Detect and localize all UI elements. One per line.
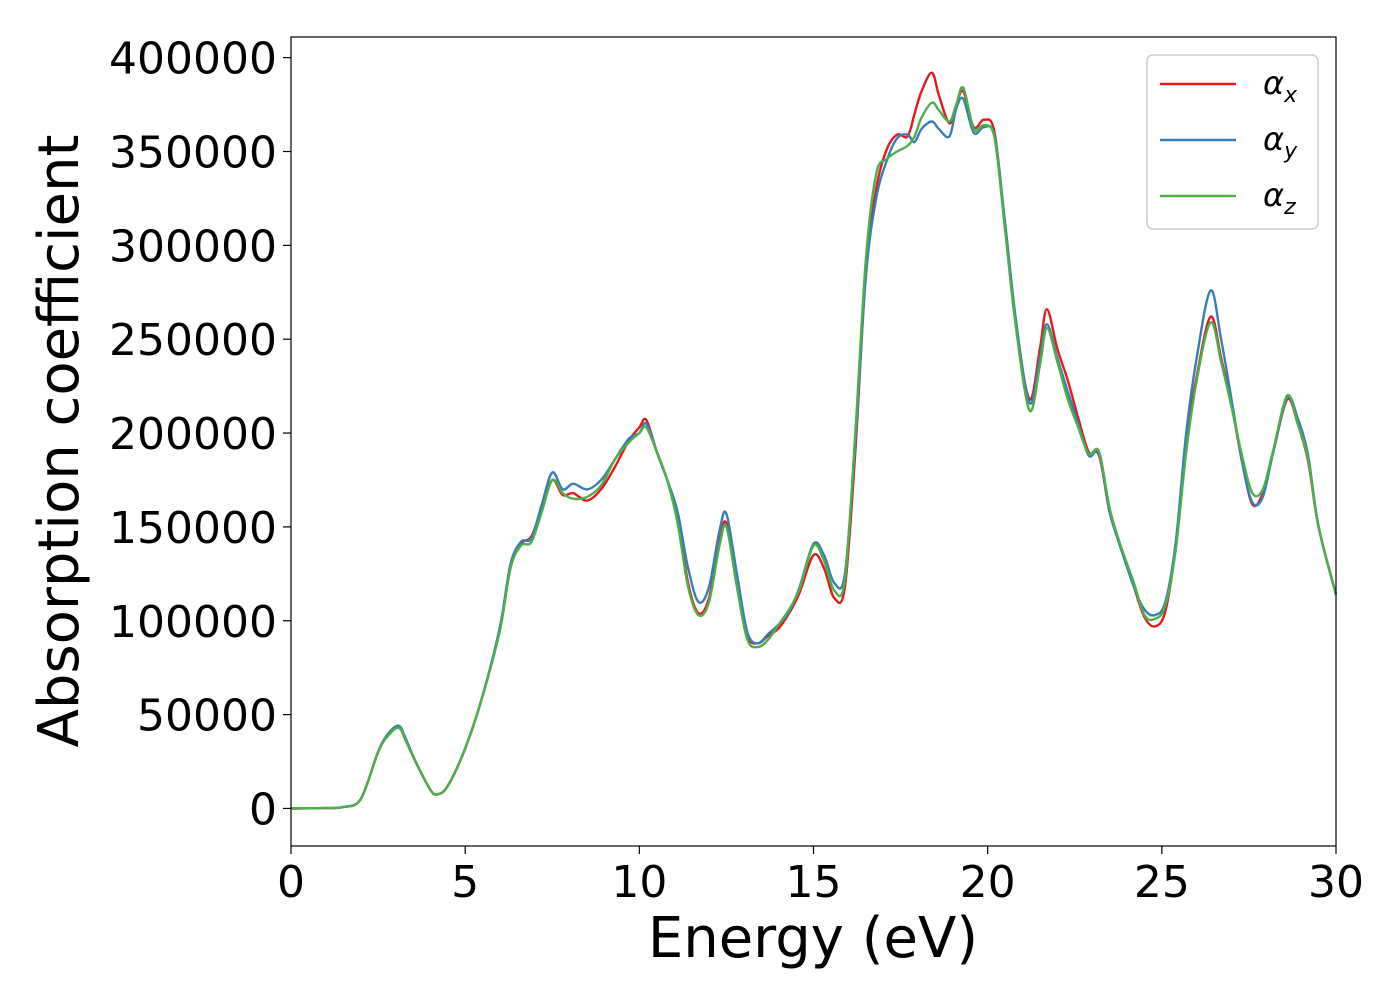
y-tick-label: 200000: [109, 409, 277, 460]
y-tick-label: 0: [249, 784, 277, 835]
y-tick-label: 400000: [109, 34, 277, 85]
y-tick-label: 350000: [109, 127, 277, 178]
y-tick-label: 150000: [109, 503, 277, 554]
series-line-z: [290, 85, 1338, 810]
y-tick-label: 100000: [109, 597, 277, 648]
x-tick-label: 15: [786, 857, 842, 908]
y-axis: 0 50000 100000 150000 200000 250000 300000 3500…: [109, 34, 291, 835]
legend-box: [1146, 54, 1319, 230]
y-tick-label: 300000: [109, 221, 277, 272]
x-tick-label: 0: [277, 857, 305, 908]
x-tick-label: 25: [1134, 857, 1190, 908]
y-tick-label: 250000: [109, 315, 277, 366]
y-axis-label: Absorption coefficient: [27, 135, 92, 748]
series-layer: [290, 71, 1338, 810]
y-tick-label: 50000: [137, 691, 277, 742]
x-axis-label: Energy (eV): [648, 906, 978, 971]
x-axis: 0 5 10 15 20 25 30: [277, 846, 1364, 908]
x-tick-label: 30: [1308, 857, 1364, 908]
x-tick-label: 10: [611, 857, 667, 908]
x-tick-label: 20: [960, 857, 1016, 908]
x-tick-label: 5: [451, 857, 479, 908]
